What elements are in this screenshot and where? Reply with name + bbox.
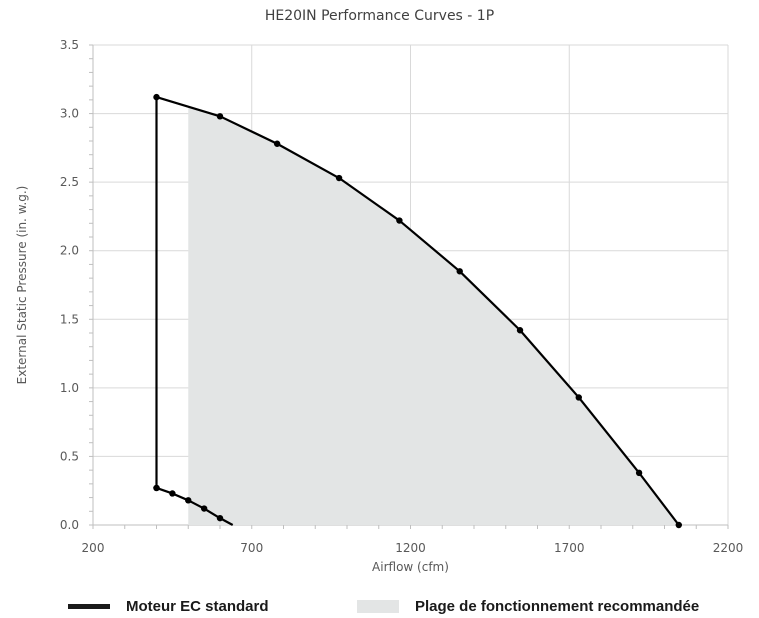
y-tick-label: 3.5 xyxy=(60,38,79,52)
recommended-range-polygon xyxy=(188,106,679,525)
x-tick-label: 200 xyxy=(82,541,105,555)
data-point xyxy=(575,394,582,401)
y-tick-label: 3.0 xyxy=(60,107,79,121)
x-tick-label: 2200 xyxy=(713,541,744,555)
legend-item-motor: Moteur EC standard xyxy=(68,598,269,615)
recommended-range-area xyxy=(188,106,679,525)
data-point xyxy=(456,268,463,275)
legend: Moteur EC standard Plage de fonctionneme… xyxy=(0,598,759,618)
legend-area-swatch xyxy=(357,600,399,613)
data-point xyxy=(216,113,224,120)
data-point xyxy=(675,521,682,529)
legend-label-range: Plage de fonctionnement recommandée xyxy=(415,598,700,615)
y-tick-label: 0.0 xyxy=(60,518,79,532)
legend-line-swatch xyxy=(68,604,110,609)
y-tick-label: 2.0 xyxy=(60,244,79,258)
y-tick-label: 2.5 xyxy=(60,175,79,189)
chart-title: HE20IN Performance Curves - 1P xyxy=(264,8,495,24)
y-axis-title: External Static Pressure (in. w.g.) xyxy=(15,186,29,385)
legend-item-range: Plage de fonctionnement recommandée xyxy=(357,598,699,615)
data-point xyxy=(635,469,643,477)
x-axis-title: Airflow (cfm) xyxy=(372,560,449,574)
data-point xyxy=(396,217,403,224)
data-point xyxy=(216,514,224,522)
fan-curve-points xyxy=(153,93,682,529)
data-point xyxy=(335,174,343,182)
legend-label-motor: Moteur EC standard xyxy=(126,598,269,615)
data-point xyxy=(169,490,176,497)
x-tick-label: 700 xyxy=(240,541,263,555)
data-point xyxy=(153,484,160,492)
x-tick-label: 1700 xyxy=(554,541,585,555)
y-tick-label: 1.5 xyxy=(60,312,79,326)
data-point xyxy=(273,140,281,147)
y-tick-label: 0.5 xyxy=(60,449,79,463)
data-point xyxy=(153,93,160,101)
y-tick-label: 1.0 xyxy=(60,381,79,395)
data-point xyxy=(516,327,524,334)
data-point xyxy=(200,505,208,512)
x-tick-label: 1200 xyxy=(395,541,426,555)
tick-labels: 0.0 0.5 1.0 1.5 2.0 2.5 3.0 3.5 200 700 1200 1700 22… xyxy=(60,38,743,555)
chart-plot: 0.0 0.5 1.0 1.5 2.0 2.5 3.0 3.5 200 700 1200 1700 22… xyxy=(15,38,743,574)
data-point xyxy=(185,497,192,504)
